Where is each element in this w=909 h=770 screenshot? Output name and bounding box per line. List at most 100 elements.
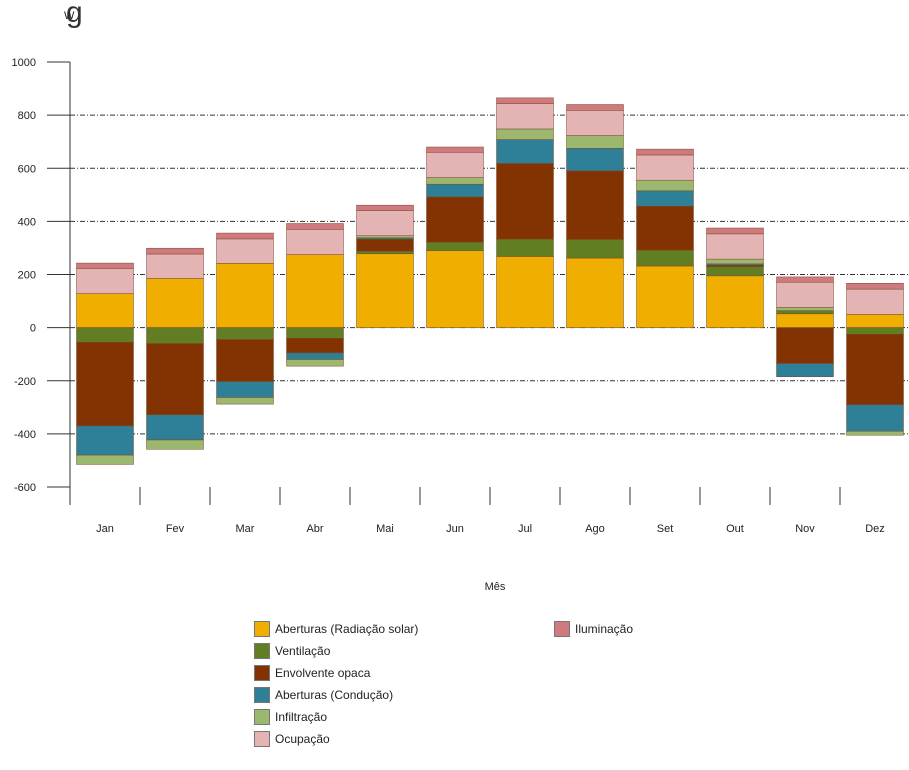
- bar-segment-jun-3: [426, 183, 484, 198]
- x-tick-label-ago: Ago: [585, 523, 605, 535]
- x-tick-label-mai: Mai: [376, 523, 394, 535]
- bar-segment-mar-3: [216, 381, 274, 398]
- x-tick-label-jan: Jan: [96, 523, 114, 535]
- bar-segment-dez-0: [846, 314, 904, 328]
- bar-segment-mar-1: [216, 327, 274, 340]
- bar-segment-mai-4: [356, 235, 414, 239]
- legend-item-0: Aberturas (Radiação solar): [254, 620, 418, 638]
- legend-label-3: Aberturas (Condução): [275, 688, 394, 702]
- bar-segment-dez-5: [846, 288, 904, 315]
- bar-segment-jul-5: [496, 103, 554, 130]
- bar-segment-mai-2: [356, 238, 414, 252]
- chart-title-fragment: g: [66, 0, 83, 29]
- legend-label-6: Iluminação: [575, 622, 634, 636]
- bar-segment-abr-6: [286, 223, 344, 230]
- legend-swatch-6: [554, 621, 570, 637]
- x-tick-label-jul: Jul: [518, 523, 532, 535]
- bar-segment-nov-0: [776, 313, 834, 328]
- bar-layer: [76, 97, 904, 465]
- legend-swatch-2: [254, 665, 270, 681]
- legend-label-5: Ocupação: [275, 732, 330, 746]
- bar-segment-mai-0: [356, 253, 414, 328]
- bar-segment-jan-0: [76, 293, 134, 328]
- bar-segment-ago-1: [566, 239, 624, 259]
- bar-segment-abr-4: [286, 359, 344, 367]
- bar-segment-jun-1: [426, 241, 484, 251]
- label-layer: 1000 800 600 400 200 0 -200 -400 -600 Jan Fev Mar Ab…: [12, 57, 885, 535]
- bar-segment-abr-0: [286, 254, 344, 328]
- y-tick-label-3: 400: [18, 216, 36, 228]
- x-tick-label-dez: Dez: [865, 523, 885, 535]
- bar-segment-mar-2: [216, 339, 274, 382]
- x-tick-label-abr: Abr: [306, 523, 323, 535]
- bar-segment-ago-4: [566, 135, 624, 149]
- bar-segment-jul-3: [496, 139, 554, 164]
- bar-segment-jun-2: [426, 196, 484, 243]
- x-axis-title: Mês: [485, 581, 506, 593]
- bar-segment-set-4: [636, 179, 694, 192]
- bar-segment-jan-3: [76, 425, 134, 456]
- legend-item-6: Iluminação: [554, 620, 633, 638]
- bar-segment-set-2: [636, 205, 694, 251]
- bar-segment-abr-2: [286, 338, 344, 354]
- bar-segment-fev-1: [146, 327, 204, 344]
- bar-segment-nov-3: [776, 363, 834, 378]
- bar-segment-mar-0: [216, 263, 274, 328]
- bar-segment-jul-1: [496, 238, 554, 257]
- x-tick-label-mar: Mar: [236, 523, 255, 535]
- x-tick-label-out: Out: [726, 523, 744, 535]
- bar-segment-out-0: [706, 275, 764, 328]
- y-tick-label-6: -200: [14, 376, 36, 388]
- bar-segment-ago-5: [566, 110, 624, 136]
- bar-segment-mar-6: [216, 232, 274, 240]
- bar-segment-set-1: [636, 249, 694, 267]
- legend-swatch-4: [254, 709, 270, 725]
- legend-item-5: Ocupação: [254, 730, 330, 748]
- bar-segment-set-3: [636, 190, 694, 207]
- bar-segment-dez-1: [846, 327, 904, 335]
- bar-segment-nov-2: [776, 327, 834, 364]
- y-tick-label-1: 800: [18, 110, 36, 122]
- legend-item-4: Infiltração: [254, 708, 327, 726]
- bar-segment-fev-6: [146, 247, 204, 255]
- bar-segment-dez-6: [846, 283, 904, 290]
- legend-swatch-0: [254, 621, 270, 637]
- bar-segment-nov-6: [776, 276, 834, 283]
- bar-segment-dez-2: [846, 334, 904, 405]
- legend-label-2: Envolvente opaca: [275, 666, 371, 680]
- bar-segment-abr-5: [286, 229, 344, 255]
- grid-layer: [70, 114, 909, 435]
- bar-segment-fev-4: [146, 439, 204, 450]
- bar-segment-mar-4: [216, 397, 274, 405]
- bar-segment-mai-6: [356, 204, 414, 211]
- y-tick-label-5: 0: [30, 323, 36, 335]
- legend-swatch-3: [254, 687, 270, 703]
- legend: Aberturas (Radiação solar) Ventilação Envo…: [254, 620, 674, 765]
- bar-segment-set-5: [636, 154, 694, 181]
- bar-segment-ago-3: [566, 148, 624, 172]
- bar-segment-jul-6: [496, 97, 554, 104]
- bar-segment-ago-0: [566, 257, 624, 328]
- bar-segment-out-1: [706, 266, 764, 277]
- bar-segment-jun-0: [426, 250, 484, 328]
- bar-segment-nov-4: [776, 307, 834, 311]
- x-tick-label-set: Set: [657, 523, 674, 535]
- legend-item-1: Ventilação: [254, 642, 330, 660]
- legend-swatch-1: [254, 643, 270, 659]
- bar-segment-dez-4: [846, 430, 904, 436]
- bar-segment-dez-3: [846, 404, 904, 432]
- bar-segment-mar-5: [216, 238, 274, 264]
- bar-segment-jun-5: [426, 152, 484, 178]
- x-tick-label-jun: Jun: [446, 523, 464, 535]
- bar-segment-set-6: [636, 148, 694, 156]
- bar-segment-abr-3: [286, 352, 344, 360]
- y-tick-label-8: -600: [14, 482, 36, 494]
- bar-segment-jul-4: [496, 128, 554, 140]
- legend-label-4: Infiltração: [275, 710, 328, 724]
- bar-segment-jan-2: [76, 341, 134, 427]
- bar-segment-jan-5: [76, 268, 134, 294]
- bar-segment-ago-6: [566, 104, 624, 111]
- x-tick-label-nov: Nov: [795, 523, 815, 535]
- bar-segment-out-6: [706, 227, 764, 235]
